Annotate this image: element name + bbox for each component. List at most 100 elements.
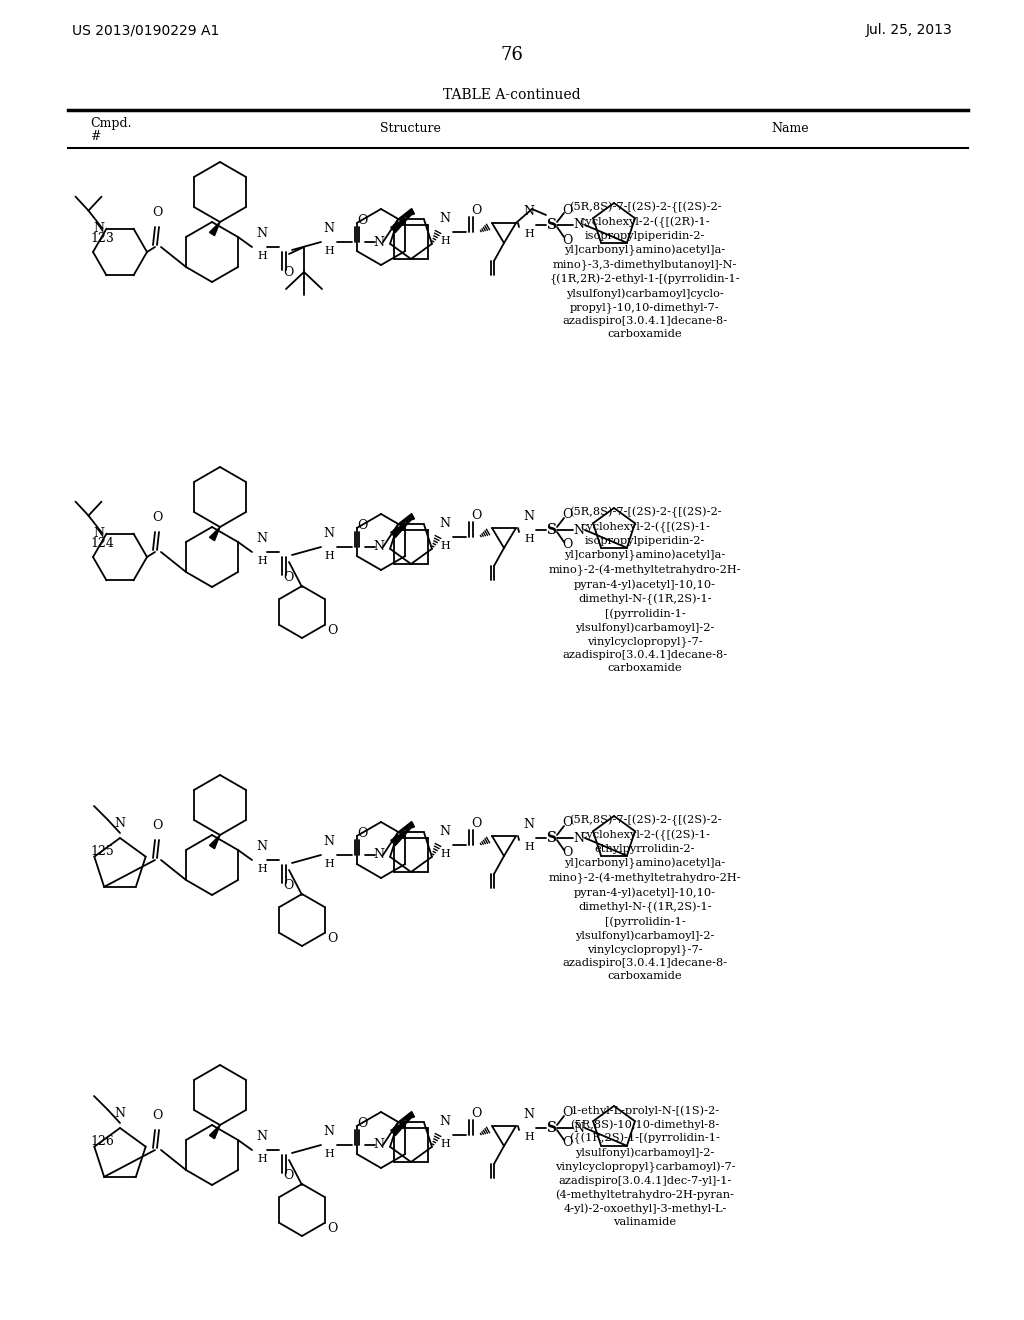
Text: N: N	[523, 1107, 535, 1121]
Text: N: N	[573, 832, 585, 845]
Text: N: N	[374, 540, 384, 553]
Text: O: O	[356, 1117, 368, 1130]
Text: O: O	[328, 932, 338, 945]
Text: N: N	[324, 836, 335, 847]
Text: N: N	[439, 517, 451, 531]
Text: H: H	[325, 1148, 334, 1159]
Text: O: O	[356, 828, 368, 840]
Polygon shape	[398, 1111, 415, 1122]
Text: O: O	[562, 846, 572, 859]
Text: H: H	[524, 1133, 534, 1142]
Text: TABLE A-continued: TABLE A-continued	[443, 88, 581, 102]
Text: O: O	[283, 879, 293, 892]
Text: S: S	[546, 218, 556, 232]
Text: #: #	[90, 131, 100, 144]
Text: O: O	[562, 234, 572, 247]
Text: H: H	[325, 550, 334, 561]
Text: H: H	[524, 842, 534, 851]
Text: 1-ethyl-L-prolyl-N-[(1S)-2-
(5R,8S)-10,10-dimethyl-8-
({(1R,2S)-1-[(pyrrolidin-1: 1-ethyl-L-prolyl-N-[(1S)-2- (5R,8S)-10,1…	[555, 1105, 735, 1228]
Text: N: N	[523, 205, 535, 218]
Text: O: O	[283, 1170, 293, 1181]
Text: N: N	[115, 817, 126, 830]
Text: N: N	[93, 527, 104, 540]
Polygon shape	[391, 1118, 411, 1135]
Text: O: O	[328, 624, 338, 638]
Text: H: H	[440, 1139, 450, 1148]
Text: O: O	[562, 1106, 572, 1119]
Polygon shape	[210, 836, 220, 849]
Text: O: O	[471, 817, 481, 830]
Text: N: N	[439, 1115, 451, 1129]
Polygon shape	[391, 215, 411, 232]
Text: N: N	[256, 227, 267, 240]
Text: H: H	[524, 228, 534, 239]
Text: O: O	[328, 1222, 338, 1236]
Text: O: O	[356, 214, 368, 227]
Text: S: S	[546, 832, 556, 845]
Text: N: N	[439, 213, 451, 224]
Text: N: N	[324, 222, 335, 235]
Text: Jul. 25, 2013: Jul. 25, 2013	[865, 22, 952, 37]
Text: N: N	[256, 532, 267, 545]
Text: 76: 76	[501, 46, 523, 63]
Text: O: O	[471, 1107, 481, 1119]
Text: H: H	[440, 849, 450, 859]
Text: N: N	[523, 818, 535, 832]
Text: O: O	[152, 818, 162, 832]
Text: S: S	[546, 1121, 556, 1135]
Text: N: N	[115, 1107, 126, 1119]
Text: H: H	[440, 236, 450, 246]
Text: US 2013/0190229 A1: US 2013/0190229 A1	[72, 22, 219, 37]
Text: O: O	[283, 267, 293, 279]
Text: H: H	[257, 251, 267, 261]
Polygon shape	[210, 1125, 220, 1139]
Text: 124: 124	[90, 537, 114, 550]
Text: Structure: Structure	[380, 123, 440, 136]
Text: O: O	[471, 205, 481, 216]
Text: N: N	[324, 1125, 335, 1138]
Text: N: N	[374, 849, 384, 862]
Text: H: H	[440, 541, 450, 550]
Polygon shape	[210, 222, 220, 236]
Text: H: H	[325, 859, 334, 869]
Text: (5R,8S)-7-[(2S)-2-{[(2S)-2-
cyclohexyl-2-({[(2S)-1-
ethylpyrrolidin-2-
yl]carbon: (5R,8S)-7-[(2S)-2-{[(2S)-2- cyclohexyl-2…	[549, 814, 741, 981]
Text: (5R,8S)-7-[(2S)-2-{[(2S)-2-
cyclohexyl-2-({[(2S)-1-
isopropylpiperidin-2-
yl]car: (5R,8S)-7-[(2S)-2-{[(2S)-2- cyclohexyl-2…	[549, 507, 741, 673]
Text: O: O	[562, 817, 572, 829]
Text: N: N	[256, 840, 267, 853]
Text: N: N	[256, 1130, 267, 1143]
Polygon shape	[391, 520, 411, 537]
Text: Cmpd.: Cmpd.	[90, 117, 131, 131]
Text: S: S	[546, 523, 556, 537]
Text: N: N	[374, 1138, 384, 1151]
Text: N: N	[439, 825, 451, 838]
Text: O: O	[562, 1137, 572, 1150]
Text: H: H	[257, 865, 267, 874]
Text: N: N	[374, 235, 384, 248]
Polygon shape	[398, 513, 415, 524]
Text: N: N	[93, 222, 104, 235]
Text: 126: 126	[90, 1135, 114, 1148]
Text: (5R,8S)-7-[(2S)-2-{[(2S)-2-
cyclohexyl-2-({[(2R)-1-
isopropylpiperidin-2-
yl]car: (5R,8S)-7-[(2S)-2-{[(2S)-2- cyclohexyl-2…	[550, 202, 740, 339]
Text: 123: 123	[90, 232, 114, 246]
Text: H: H	[257, 556, 267, 566]
Text: H: H	[325, 246, 334, 256]
Text: O: O	[283, 572, 293, 583]
Text: Name: Name	[771, 123, 809, 136]
Text: N: N	[573, 524, 585, 536]
Text: O: O	[562, 539, 572, 552]
Text: O: O	[562, 203, 572, 216]
Text: O: O	[152, 511, 162, 524]
Text: N: N	[324, 527, 335, 540]
Text: H: H	[257, 1154, 267, 1164]
Text: O: O	[152, 1109, 162, 1122]
Polygon shape	[398, 821, 415, 832]
Polygon shape	[210, 527, 220, 541]
Text: N: N	[573, 219, 585, 231]
Polygon shape	[391, 828, 411, 846]
Text: O: O	[356, 519, 368, 532]
Text: O: O	[152, 206, 162, 219]
Text: N: N	[573, 1122, 585, 1134]
Text: H: H	[524, 535, 534, 544]
Text: O: O	[562, 508, 572, 521]
Text: N: N	[523, 510, 535, 523]
